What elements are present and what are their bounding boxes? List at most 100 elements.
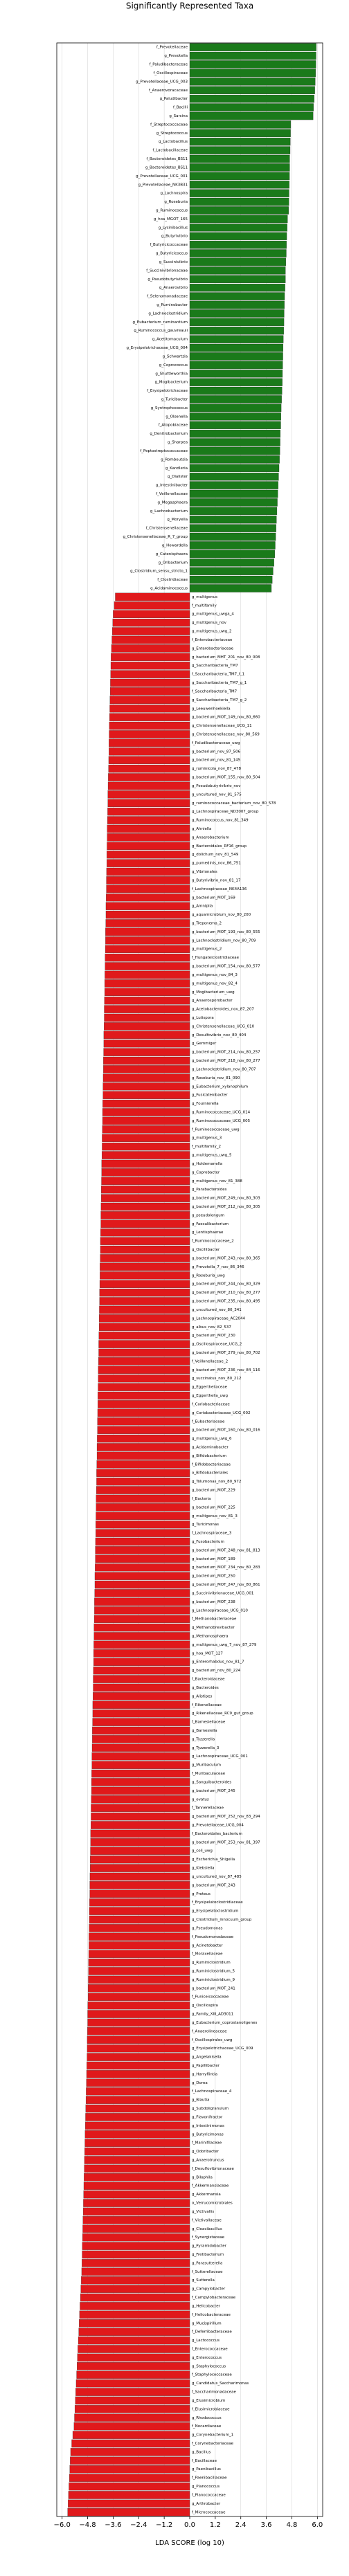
bar xyxy=(189,370,283,378)
bar-label: g_Catenisphaera xyxy=(156,552,188,556)
bar xyxy=(110,661,190,670)
x-tick-label: 6.0 xyxy=(312,2521,323,2529)
bar xyxy=(97,1434,190,1443)
bar xyxy=(106,876,190,885)
bar xyxy=(100,1202,190,1211)
bar xyxy=(102,1116,190,1125)
bar xyxy=(189,309,285,318)
bar xyxy=(90,1864,190,1872)
bar xyxy=(89,1915,190,1924)
bar-label: g_Odoribacter xyxy=(192,2150,220,2154)
bar-label: g_bacterium_MOT_243_nov_80_365 xyxy=(192,1256,260,1260)
bar-label: g_Prevotella xyxy=(164,54,188,58)
bar-label: g_Streptococcus xyxy=(156,131,188,136)
bar-label: g_Saccharibacteria_TM7_g_2 xyxy=(192,698,247,702)
bar xyxy=(100,1219,190,1228)
bar-label: g_Kandleria xyxy=(165,466,188,471)
bar xyxy=(91,1795,190,1804)
bar xyxy=(75,2379,190,2388)
bar xyxy=(102,1134,190,1142)
bar xyxy=(73,2422,190,2431)
bar xyxy=(96,1503,190,1512)
bar-label: g_Subdoligranulum xyxy=(192,2107,229,2111)
bar xyxy=(85,2104,190,2113)
bar xyxy=(93,1632,190,1640)
bar xyxy=(104,1005,190,1013)
bar-label: g_Prevotellaceae_UCG_003 xyxy=(136,80,188,84)
bar-label: g_Planococcus xyxy=(192,2485,220,2489)
bar-label: g_Saccharibacteria_TM7 xyxy=(192,664,238,668)
bar xyxy=(189,181,289,189)
bar-label: f_Pseudomonadaceae xyxy=(192,1935,234,1939)
bar-label: f_Anaerovoracaceae xyxy=(149,89,188,93)
bar-label: f_Anaerolineaceae xyxy=(192,2029,227,2033)
bar-label: g_Eubacterium_ruminantium xyxy=(132,320,188,325)
bar-label: g_bacterium_MOT_234_nov_80_283 xyxy=(192,1566,260,1570)
bar xyxy=(111,653,190,662)
bar xyxy=(102,1091,190,1099)
bar xyxy=(189,421,281,429)
bar-label: g_Treponema_2 xyxy=(192,921,222,925)
bar xyxy=(189,516,277,524)
bar-label: f_Barnesiellaceae xyxy=(192,1721,226,1725)
x-tick-label: 2.4 xyxy=(235,2521,247,2529)
bar xyxy=(189,446,280,455)
bar xyxy=(79,2319,190,2328)
bar xyxy=(100,1228,190,1237)
bar xyxy=(103,1065,190,1073)
bar xyxy=(189,455,280,464)
bar-label: g_coli_uwg xyxy=(192,1849,213,1853)
bar xyxy=(95,1546,190,1554)
bar-label: g_Christensenellaceae_UCG_010 xyxy=(192,1024,255,1028)
bar-label: g_multigenus_2 xyxy=(192,947,222,952)
bar xyxy=(68,2491,190,2499)
bar xyxy=(72,2431,190,2439)
bar-label: g_Family_XIII_AD3011 xyxy=(192,2013,233,2017)
bar-label: g_Erysipelatoclostridium xyxy=(192,1910,239,1914)
bar-label: g_Lachnospiraceae_UCG_010 xyxy=(192,1608,248,1613)
bar xyxy=(91,1743,190,1752)
bar-label: g_Ruminococcus_nov_81_349 xyxy=(192,819,249,823)
bar-label: g_pseudolongum xyxy=(192,1213,224,1217)
bar-label: g_bacterium_MOT_245 xyxy=(192,1789,235,1793)
bar xyxy=(93,1658,190,1666)
bar-label: g_Tyzzerella xyxy=(192,1737,215,1741)
bar xyxy=(109,730,190,738)
bar-label: g_Prevotella_7_nov_86_346 xyxy=(192,1265,244,1269)
bar-label: g_aquamicrobium_nov_80_200 xyxy=(192,913,251,917)
bar xyxy=(91,1786,190,1795)
bar-label: g_Clostridium_sensu_stricto_1 xyxy=(130,570,188,574)
bar-label: g_Intestinimonas xyxy=(192,2124,224,2128)
bar-label: g_Elusimicrobium xyxy=(192,2399,225,2403)
bar xyxy=(101,1185,190,1194)
bar xyxy=(93,1615,190,1623)
bar xyxy=(189,111,314,120)
bar xyxy=(189,300,285,309)
bar xyxy=(103,1048,190,1056)
bar xyxy=(107,816,190,824)
bar xyxy=(85,2096,190,2104)
bar-label: f_Helicobacteraceae xyxy=(192,2313,231,2317)
x-tick-label: −3.6 xyxy=(105,2521,121,2529)
bar-label: g_Lentisphaerae xyxy=(192,1231,224,1235)
bar-label: g_Dialister xyxy=(168,475,188,479)
bar-label: g_Helicobacter xyxy=(192,2304,221,2308)
bar-label: g_Intestinibacter xyxy=(156,484,188,488)
bar xyxy=(74,2405,190,2413)
bar xyxy=(110,678,190,687)
bar-label: f_Enterobacteriaceae xyxy=(192,638,233,642)
bar-label: g_Christensenellaceae_nov_80_569 xyxy=(192,732,260,736)
bar xyxy=(105,953,190,962)
bar xyxy=(86,2087,190,2096)
bar xyxy=(101,1168,190,1177)
bar-label: g_Flavonifractor xyxy=(192,2115,223,2119)
bar xyxy=(89,1932,190,1941)
x-tick-label: 4.8 xyxy=(287,2521,298,2529)
bar-label: g_Akkermansia xyxy=(192,2193,221,2197)
bar-label: g_multigenus_uwg_7_nov_87_279 xyxy=(192,1643,257,1647)
x-tick-label: 3.6 xyxy=(261,2521,272,2529)
bar-label: f_Saccharibacteria_TM7_f_1 xyxy=(192,673,244,677)
bar xyxy=(93,1692,190,1700)
bar xyxy=(106,885,190,894)
bar xyxy=(107,781,190,790)
